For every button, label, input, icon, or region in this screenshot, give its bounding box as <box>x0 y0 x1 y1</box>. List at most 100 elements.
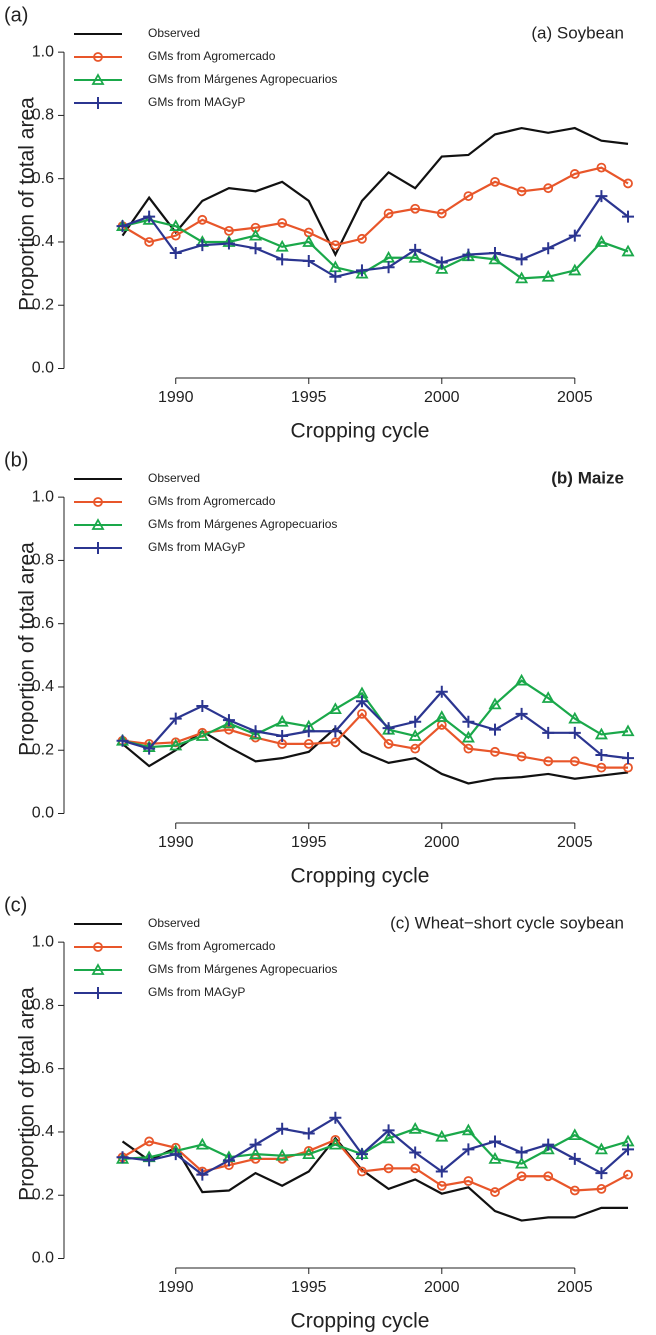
marker <box>541 269 555 282</box>
marker <box>543 756 554 767</box>
marker <box>408 1121 422 1134</box>
marker <box>93 497 103 507</box>
marker <box>596 762 607 773</box>
legend-label: GMs from Agromercado <box>148 939 276 953</box>
marker <box>328 702 342 715</box>
marker <box>462 1143 475 1156</box>
marker <box>143 742 156 755</box>
marker <box>302 235 316 247</box>
marker <box>224 225 234 236</box>
marker <box>488 1152 502 1164</box>
x-tick-label: 1990 <box>158 389 194 406</box>
marker <box>541 691 555 703</box>
y-axis-label: Proportion of total area <box>16 97 39 311</box>
marker <box>93 942 103 952</box>
chart-panel: (a) Proportion of total area Cropping cycl… <box>4 4 635 443</box>
marker <box>93 52 103 62</box>
marker <box>596 162 607 173</box>
y-tick-label: 0.0 <box>32 360 54 377</box>
marker <box>516 751 527 762</box>
marker <box>568 711 582 724</box>
marker <box>622 1143 635 1156</box>
marker <box>303 739 314 749</box>
legend-label: GMs from Márgenes Agropecuarios <box>148 962 337 976</box>
legend-label: Observed <box>148 916 200 930</box>
marker <box>488 1135 501 1148</box>
y-tick-label: 0.4 <box>32 233 54 250</box>
marker <box>516 186 527 197</box>
marker <box>91 963 105 975</box>
panel-label: (c) <box>4 894 27 916</box>
marker <box>410 743 421 754</box>
marker <box>382 1131 396 1144</box>
marker <box>435 1129 449 1142</box>
marker <box>490 746 500 757</box>
marker <box>275 1148 289 1161</box>
marker <box>170 230 181 241</box>
marker <box>169 247 182 260</box>
y-axis-label: Proportion of total area <box>16 542 39 756</box>
marker <box>249 727 263 740</box>
marker <box>594 235 608 247</box>
marker <box>196 699 209 712</box>
marker <box>435 256 448 269</box>
marker <box>382 261 395 274</box>
x-tick-label: 2000 <box>424 1279 460 1296</box>
legend-label: Observed <box>148 471 200 485</box>
marker <box>621 244 635 257</box>
marker <box>488 697 502 710</box>
marker <box>462 715 475 728</box>
legend-label: GMs from MAGyP <box>148 95 245 109</box>
legend-label: GMs from Márgenes Agropecuarios <box>148 72 337 86</box>
marker <box>144 237 155 247</box>
marker <box>116 734 129 747</box>
marker <box>488 247 501 260</box>
marker <box>568 229 581 242</box>
marker <box>410 1163 421 1174</box>
x-axis-label: Cropping cycle <box>291 420 430 443</box>
y-tick-label: 0.0 <box>32 1250 54 1267</box>
x-tick-label: 1995 <box>291 834 327 851</box>
marker <box>277 218 288 228</box>
marker <box>92 542 104 554</box>
marker <box>195 1137 209 1150</box>
marker <box>543 1171 554 1182</box>
series-line <box>122 679 629 749</box>
legend-label: GMs from Agromercado <box>148 49 276 63</box>
marker <box>596 1184 607 1194</box>
marker <box>330 737 341 748</box>
marker <box>355 266 369 279</box>
marker <box>568 263 582 276</box>
marker <box>276 253 289 266</box>
marker <box>410 203 421 214</box>
marker <box>195 729 209 741</box>
marker <box>515 271 529 284</box>
marker <box>488 252 502 265</box>
y-tick-label: 0.8 <box>32 997 54 1014</box>
marker <box>435 262 449 274</box>
y-tick-label: 0.2 <box>32 741 54 758</box>
marker <box>355 695 368 708</box>
marker <box>594 727 608 740</box>
marker <box>329 270 342 283</box>
marker <box>595 190 608 203</box>
marker <box>302 1127 315 1140</box>
marker <box>357 708 367 719</box>
marker <box>622 752 635 765</box>
x-axis-label: Cropping cycle <box>291 1310 430 1333</box>
marker <box>328 1137 342 1150</box>
legend-label: GMs from MAGyP <box>148 985 245 999</box>
panel-label: (a) <box>4 4 28 26</box>
marker <box>622 210 635 223</box>
marker <box>222 716 236 729</box>
marker <box>462 248 475 261</box>
marker <box>595 1167 608 1180</box>
x-tick-label: 1990 <box>158 834 194 851</box>
series-line <box>122 690 629 760</box>
marker <box>436 1180 447 1191</box>
x-tick-label: 2005 <box>557 1279 593 1296</box>
marker <box>169 712 182 725</box>
marker <box>275 239 289 252</box>
marker <box>383 208 394 219</box>
marker <box>276 730 289 742</box>
